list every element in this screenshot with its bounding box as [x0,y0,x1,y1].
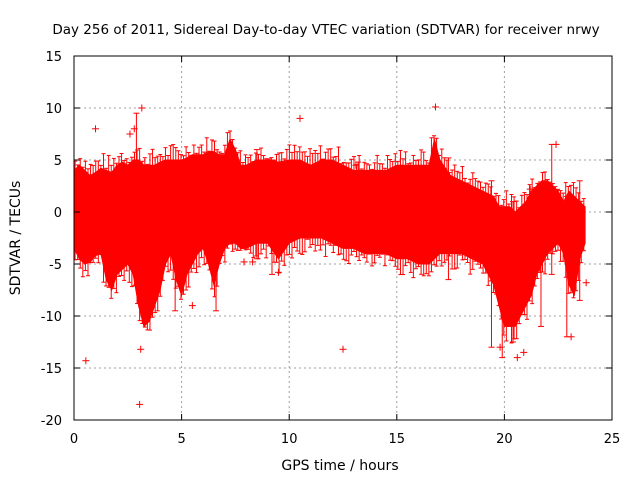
x-axis-ticks: 0 5 10 15 20 25 [70,56,620,447]
y-tick-label: 5 [54,154,62,169]
plot-area [74,103,590,408]
y-tick-label: -5 [49,258,62,273]
y-tick-label: 0 [54,206,62,221]
outlier-point [582,279,590,287]
outlier-point [82,357,90,365]
x-tick-label: 25 [604,432,621,447]
x-tick-label: 15 [389,432,406,447]
outlier-point [137,345,145,353]
y-tick-label: 10 [45,102,62,117]
y-axis-ticks: -20 -15 -10 -5 0 5 10 15 [41,50,612,429]
y-tick-label: -10 [41,310,62,325]
outlier-point [92,125,100,133]
outlier-point [126,130,134,138]
outlier-point [249,258,257,266]
outlier-point [136,400,144,408]
x-tick-label: 20 [496,432,513,447]
y-tick-label: -15 [41,362,62,377]
outlier-point [274,268,282,276]
y-tick-label: 15 [45,50,62,65]
outlier-point [496,343,504,351]
outlier-points [82,103,590,408]
y-axis-label: SDTVAR / TECUs [8,181,24,296]
data-band [74,130,586,344]
x-axis-label: GPS time / hours [281,458,398,474]
outlier-point [567,333,575,341]
outlier-point [240,258,248,266]
y-tick-label: -20 [41,414,62,429]
x-tick-label: 10 [281,432,298,447]
outlier-point [432,103,440,111]
chart-title: Day 256 of 2011, Sidereal Day-to-day VTE… [52,22,599,38]
outlier-point [513,354,521,362]
error-bar-spikes [133,112,583,359]
outlier-point [296,114,304,122]
x-tick-label: 0 [70,432,78,447]
outlier-point [552,140,560,148]
outlier-point [188,302,196,310]
outlier-point [520,348,528,356]
outlier-point [138,104,146,112]
outlier-point [352,161,360,169]
x-tick-label: 5 [177,432,185,447]
outlier-point [130,125,138,133]
outlier-point [526,185,534,193]
plot-frame [73,55,613,421]
outlier-point [339,345,347,353]
